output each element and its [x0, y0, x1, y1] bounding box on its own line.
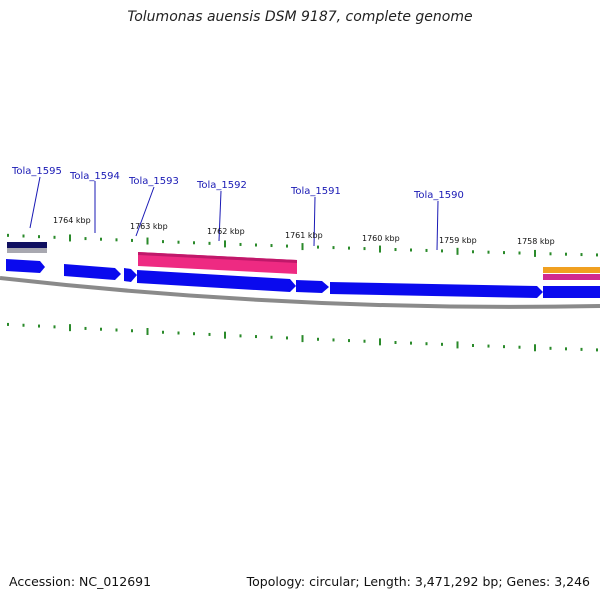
genome-summary: Topology: circular; Length: 3,471,292 bp… [246, 574, 590, 589]
position-labels: 1764 kbp 1763 kbp 1762 kbp 1761 kbp 1760… [53, 216, 555, 246]
kbp-label: 1760 kbp [362, 234, 400, 243]
kbp-label: 1764 kbp [53, 216, 91, 225]
kbp-label: 1758 kbp [517, 237, 555, 246]
accession-text: Accession: NC_012691 [9, 574, 152, 589]
gene-label-tola-1595[interactable]: Tola_1595 [11, 166, 62, 177]
genome-backbone [0, 276, 600, 309]
feature-magenta-bar[interactable] [543, 274, 600, 280]
gene-track [6, 259, 600, 298]
kbp-label: 1762 kbp [207, 227, 245, 236]
kbp-label: 1759 kbp [439, 236, 477, 245]
gene-label-tola-1592[interactable]: Tola_1592 [196, 180, 247, 191]
gene-arrow-6[interactable] [330, 282, 543, 298]
leader-line [29, 176, 41, 229]
feature-pink-bar[interactable] [138, 252, 297, 274]
outer-tick-marks [7, 233, 598, 257]
kbp-label: 1763 kbp [130, 222, 168, 231]
feature-track [7, 242, 600, 280]
gene-label-tola-1591[interactable]: Tola_1591 [290, 186, 341, 197]
feature-pink-bar-shadow [138, 252, 297, 263]
leader-line [436, 200, 439, 251]
gene-arrow-5[interactable] [296, 280, 329, 293]
inner-tick-marks [7, 322, 598, 352]
gene-arrow-2[interactable] [64, 264, 121, 280]
leader-line [313, 196, 316, 247]
gene-label-tola-1593[interactable]: Tola_1593 [128, 176, 179, 187]
gene-label-tola-1590[interactable]: Tola_1590 [413, 190, 464, 201]
gene-arrow-3[interactable] [124, 268, 137, 282]
gene-arrow-1[interactable] [6, 259, 45, 273]
feature-navy-bar[interactable] [7, 242, 47, 248]
map-title: Tolumonas auensis DSM 9187, complete gen… [127, 9, 473, 25]
gene-arrow-4[interactable] [137, 270, 296, 292]
feature-orange-bar[interactable] [543, 267, 600, 273]
kbp-label: 1761 kbp [285, 231, 323, 240]
gene-labels: Tola_1595 Tola_1594 Tola_1593 Tola_1592 … [11, 166, 464, 251]
leader-line [218, 190, 222, 242]
gene-label-tola-1594[interactable]: Tola_1594 [69, 171, 120, 182]
gene-arrow-7[interactable] [543, 286, 600, 298]
feature-gray-bar [7, 248, 47, 253]
leader-line [135, 186, 155, 237]
